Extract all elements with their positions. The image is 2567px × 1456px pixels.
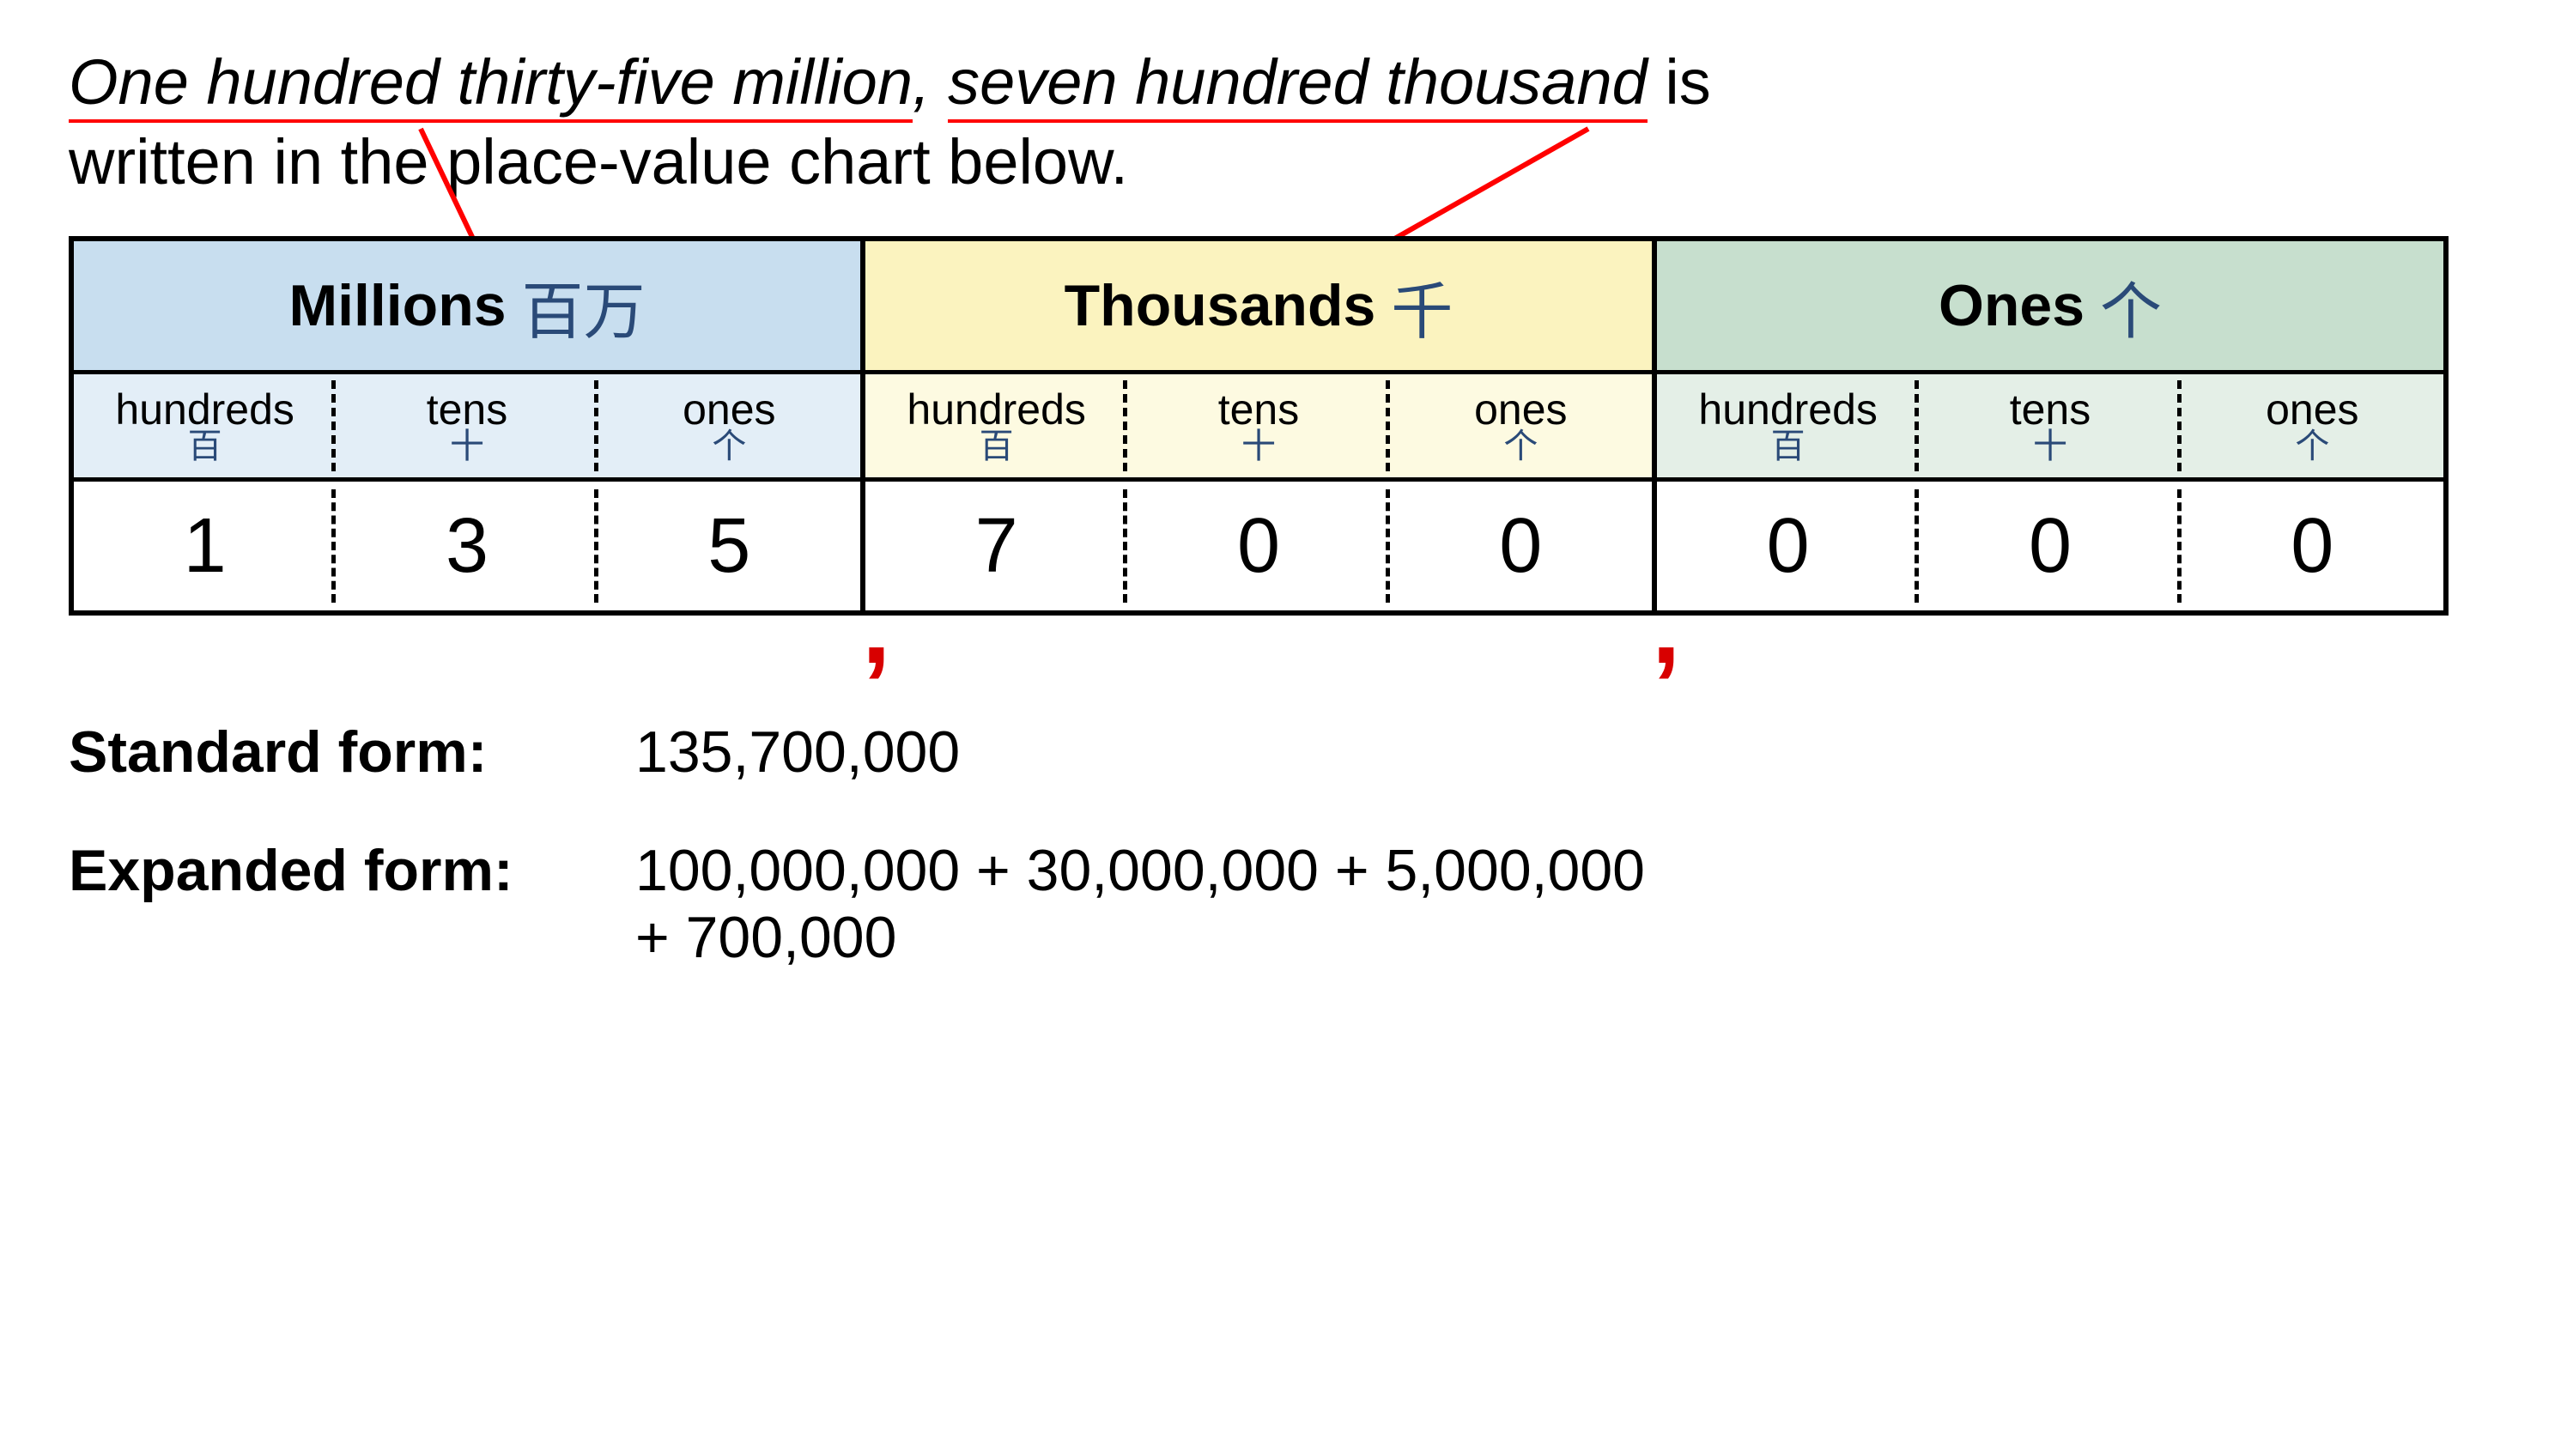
sub-header-cell: hundreds百 xyxy=(74,374,336,477)
sub-header-cell: ones个 xyxy=(598,374,860,477)
digit-cell: 0 xyxy=(2182,482,2443,610)
sub-label-en: hundreds xyxy=(1698,388,1878,431)
digit-cell: 0 xyxy=(1657,482,1919,610)
sub-label-en: hundreds xyxy=(907,388,1086,431)
expanded-form-row: Expanded form: 100,000,000 + 30,000,000 … xyxy=(69,837,2498,971)
sub-header-cell: tens十 xyxy=(1127,374,1389,477)
expanded-line-1: 100,000,000 + 30,000,000 + 5,000,000 xyxy=(635,838,1645,903)
intro-tail-2: written in the place-value chart below. xyxy=(69,126,1128,197)
intro-sentence: One hundred thirty-five million, seven h… xyxy=(69,43,2498,202)
sub-header-row: hundreds百tens十ones个hundreds百tens十ones个hu… xyxy=(74,374,2443,482)
sub-label-cn: 十 xyxy=(450,429,484,464)
period-header-cell: Ones个 xyxy=(1657,241,2443,370)
period-header-millions: Millions百万 xyxy=(74,241,860,370)
digit-cell: 7 xyxy=(865,482,1127,610)
period-label-cn: 百万 xyxy=(522,261,646,351)
period-header-cell: Millions百万 xyxy=(74,241,860,370)
sub-label-en: hundreds xyxy=(115,388,294,431)
sub-header-cell: hundreds百 xyxy=(865,374,1127,477)
sub-header-cell: ones个 xyxy=(1390,374,1652,477)
sub-header-group-thousands: hundreds百tens十ones个 xyxy=(860,374,1652,477)
standard-form-label: Standard form: xyxy=(69,719,635,786)
period-header-cell: Thousands千 xyxy=(865,241,1652,370)
period-label-en: Millions xyxy=(288,272,506,339)
period-label-cn: 个 xyxy=(2100,261,2162,351)
sub-label-en: tens xyxy=(2010,388,2091,431)
period-header-thousands: Thousands千 xyxy=(860,241,1652,370)
sub-header-cell: tens十 xyxy=(336,374,598,477)
sub-header-cell: hundreds百 xyxy=(1657,374,1919,477)
period-header-row: Millions百万Thousands千Ones个 xyxy=(74,241,2443,374)
sub-label-en: ones xyxy=(1474,388,1567,431)
sub-header-group-millions: hundreds百tens十ones个 xyxy=(74,374,860,477)
forms-section: Standard form: 135,700,000 Expanded form… xyxy=(69,719,2498,971)
sub-label-en: tens xyxy=(1218,388,1300,431)
phrase-millions: One hundred thirty-five million xyxy=(69,46,913,123)
digit-cell: 0 xyxy=(1390,482,1652,610)
phrase-thousands: seven hundred thousand xyxy=(948,46,1648,123)
sub-label-cn: 十 xyxy=(1241,429,1276,464)
digit-row: 135700000 xyxy=(74,482,2443,610)
digit-cell: 0 xyxy=(1919,482,2181,610)
digit-cell: 3 xyxy=(336,482,598,610)
intro-comma: , xyxy=(913,46,948,118)
sub-label-cn: 个 xyxy=(712,429,746,464)
standard-form-value: 135,700,000 xyxy=(635,719,960,786)
period-label-en: Ones xyxy=(1939,272,2085,339)
intro-tail-1: is xyxy=(1648,46,1711,118)
sub-label-en: ones xyxy=(2266,388,2358,431)
sub-header-group-ones: hundreds百tens十ones个 xyxy=(1652,374,2443,477)
place-value-table: Millions百万Thousands千Ones个 hundreds百tens十… xyxy=(69,236,2449,616)
sub-label-cn: 百 xyxy=(188,429,222,464)
standard-form-row: Standard form: 135,700,000 xyxy=(69,719,2498,786)
sub-label-cn: 百 xyxy=(1771,429,1805,464)
page: One hundred thirty-five million, seven h… xyxy=(0,0,2567,1456)
sub-label-en: ones xyxy=(683,388,775,431)
period-label-en: Thousands xyxy=(1065,272,1376,339)
digit-group-millions: 135 xyxy=(74,482,860,610)
sub-label-cn: 个 xyxy=(1503,429,1538,464)
digit-cell: 5 xyxy=(598,482,860,610)
expanded-line-2: + 700,000 xyxy=(635,904,1645,971)
digit-group-thousands: 700 xyxy=(860,482,1652,610)
expanded-form-label: Expanded form: xyxy=(69,837,635,904)
sub-label-cn: 十 xyxy=(2033,429,2067,464)
sub-label-cn: 个 xyxy=(2295,429,2329,464)
sub-label-en: tens xyxy=(427,388,508,431)
sub-header-cell: ones个 xyxy=(2182,374,2443,477)
digit-cell: 1 xyxy=(74,482,336,610)
digit-group-ones: 000 xyxy=(1652,482,2443,610)
expanded-form-value: 100,000,000 + 30,000,000 + 5,000,000 + 7… xyxy=(635,837,1645,971)
sub-label-cn: 百 xyxy=(980,429,1014,464)
digit-cell: 0 xyxy=(1127,482,1389,610)
period-header-ones: Ones个 xyxy=(1652,241,2443,370)
sub-header-cell: tens十 xyxy=(1919,374,2181,477)
period-label-cn: 千 xyxy=(1391,261,1453,351)
